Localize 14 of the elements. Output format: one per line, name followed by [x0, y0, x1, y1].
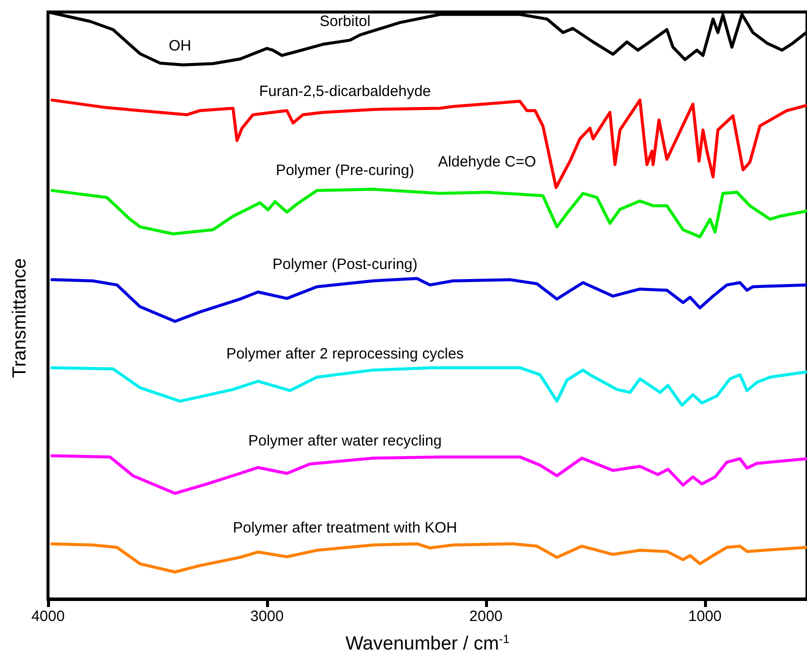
x-tick-label: 4000: [31, 608, 65, 625]
series-label: Furan-2,5-dicarbaldehyde: [259, 83, 431, 100]
x-tick-label: 3000: [250, 608, 284, 625]
series-label: Polymer (Pre-curing): [276, 162, 414, 179]
y-axis-title: Transmittance: [10, 258, 30, 378]
x-tick-label: 1000: [688, 608, 722, 625]
series-label: Sorbitol: [320, 12, 370, 30]
series-label: Polymer after water recycling: [248, 432, 442, 450]
x-tick-label: 2000: [469, 608, 503, 625]
series-label: Polymer after 2 reprocessing cycles: [226, 346, 464, 363]
annotation: OH: [168, 38, 192, 54]
series-label: Polymer after treatment with KOH: [232, 520, 458, 537]
series-label: Polymer (Post-curing): [272, 256, 418, 273]
annotation: Aldehyde C=O: [438, 154, 536, 170]
